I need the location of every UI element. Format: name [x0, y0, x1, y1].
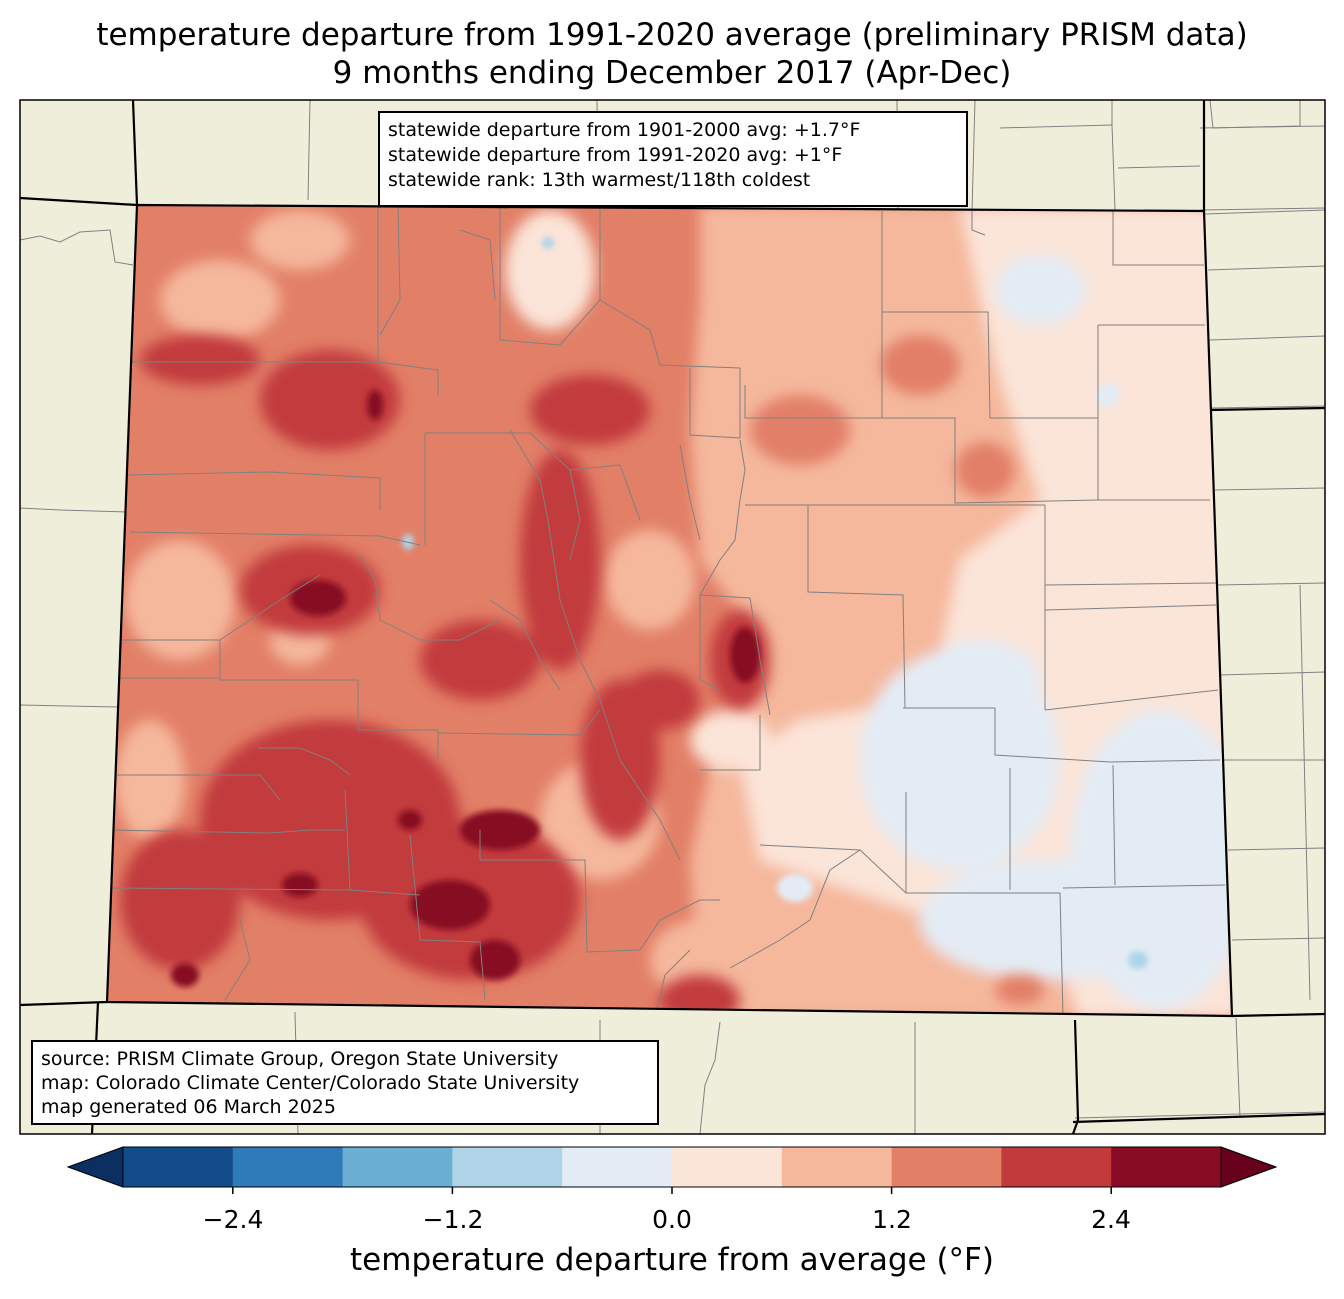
colorbar-bin: [672, 1147, 783, 1187]
colorbar-bin: [342, 1147, 453, 1187]
colorado-county-lines: [107, 205, 1226, 1016]
stats-line-rank: statewide rank: 13th warmest/118th colde…: [388, 169, 811, 191]
map-title: temperature departure from 1991-2020 ave…: [96, 17, 1248, 53]
credits-box: source: PRISM Climate Group, Oregon Stat…: [31, 1040, 659, 1125]
colorbar-over-extension: [1220, 1146, 1278, 1188]
colorbar: [66, 1146, 1278, 1194]
map-frame: [19, 99, 1326, 1135]
texas-oklahoma-border: [1072, 1112, 1326, 1124]
colorbar-under-extension: [66, 1146, 124, 1188]
map-subtitle: 9 months ending December 2017 (Apr-Dec): [332, 55, 1012, 91]
colorbar-bin: [452, 1147, 563, 1187]
colorbar-label: temperature departure from average (°F): [350, 1242, 994, 1278]
colorbar-bin: [562, 1147, 673, 1187]
colorbar-bin: [891, 1147, 1002, 1187]
credits-generated: map generated 06 March 2025: [41, 1096, 336, 1118]
stats-line-1991-2020: statewide departure from 1991-2020 avg: …: [388, 144, 843, 166]
colorbar-bin: [1001, 1147, 1112, 1187]
wyoming-utah-border: [19, 196, 138, 207]
colorbar-tick-label: −2.4: [202, 1205, 264, 1234]
wyoming-idaho-border: [131, 99, 139, 206]
colorbar-bin: [1111, 1147, 1222, 1187]
arizona-nm-border: [19, 1000, 108, 1007]
nm-texas-border: [1071, 1019, 1080, 1135]
colorbar-bin: [232, 1147, 344, 1187]
colorbar-tick-label: 2.4: [1091, 1205, 1131, 1234]
credits-map: map: Colorado Climate Center/Colorado St…: [41, 1072, 580, 1094]
stats-line-1901-2000: statewide departure from 1901-2000 avg: …: [388, 119, 861, 141]
colorbar-bin: [781, 1147, 893, 1187]
colorbar-bin: [123, 1147, 234, 1187]
colorbar-tick-label: 0.0: [652, 1205, 692, 1234]
nebraska-kansas-border: [1209, 406, 1326, 412]
colorbar-tick-label: 1.2: [872, 1205, 912, 1234]
credits-source: source: PRISM Climate Group, Oregon Stat…: [41, 1048, 559, 1070]
oklahoma-border: [1231, 1012, 1326, 1018]
statewide-stats-box: statewide departure from 1901-2000 avg: …: [378, 111, 968, 207]
temperature-field: [107, 205, 1232, 1016]
colorbar-tick-label: −1.2: [422, 1205, 484, 1234]
